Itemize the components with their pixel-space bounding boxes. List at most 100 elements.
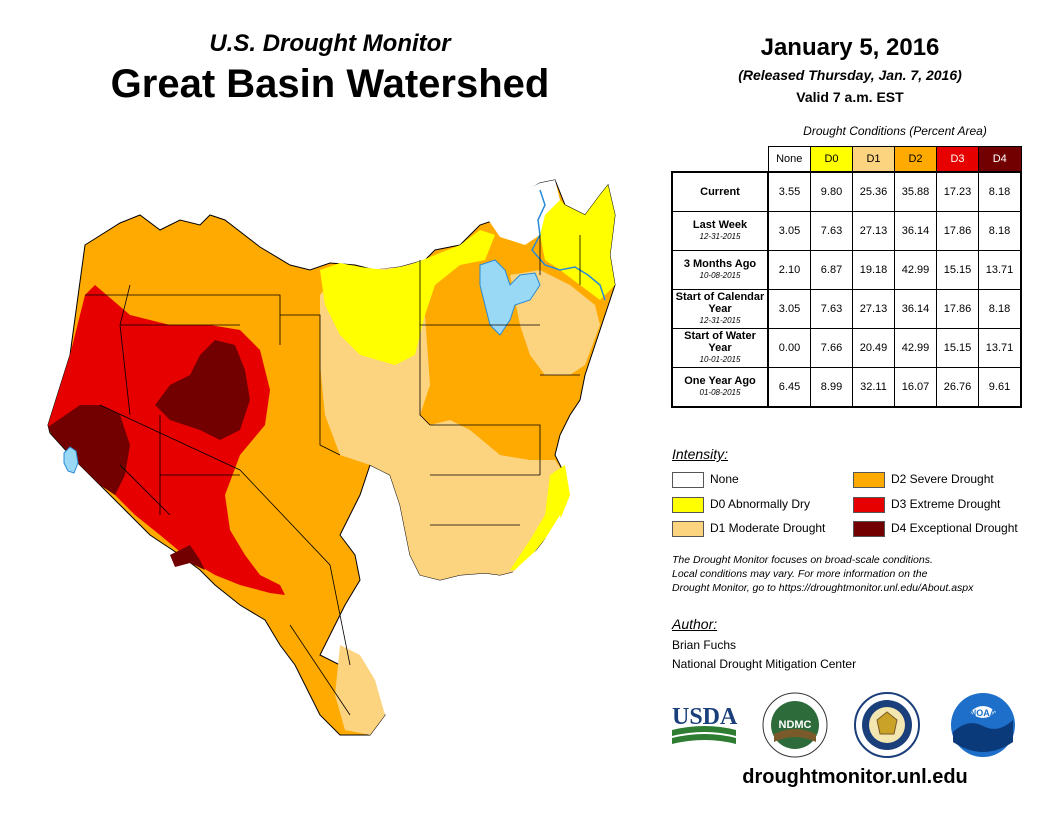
author-organization: National Drought Mitigation Center: [672, 657, 857, 671]
table-cell: 3.05: [767, 289, 811, 329]
table-cell: 35.88: [894, 171, 937, 212]
legend-swatch: [672, 497, 704, 513]
region-none-north: [485, 180, 560, 245]
region-d4-central: [155, 340, 250, 440]
region-d4-west: [48, 405, 130, 495]
legend-label: D4 Exceptional Drought: [891, 521, 1018, 535]
table-cell: 13.71: [978, 328, 1022, 368]
table-row: One Year Ago 01-08-2015 6.45 8.99 32.11 1…: [671, 367, 1022, 408]
table-cell: 27.13: [852, 211, 895, 251]
commerce-seal: [854, 692, 920, 758]
table-cell: 6.45: [767, 367, 811, 408]
legend-label: D3 Extreme Drought: [891, 497, 1001, 511]
note-line: Drought Monitor, go to https://droughtmo…: [672, 582, 974, 594]
release-date: (Released Thursday, Jan. 7, 2016): [738, 67, 962, 83]
table-cell: 8.99: [810, 367, 853, 408]
table-cell: 17.23: [936, 171, 979, 212]
footer-url[interactable]: droughtmonitor.unl.edu: [742, 766, 968, 788]
legend-swatch: [672, 472, 704, 488]
row-date: 01-08-2015: [699, 388, 741, 397]
table-cell: 17.86: [936, 289, 979, 329]
usda-logo-text: USDA: [672, 704, 738, 730]
legend-label: D1 Moderate Drought: [710, 521, 826, 535]
map-title: Great Basin Watershed: [110, 62, 550, 106]
usda-logo: USDA: [672, 704, 738, 744]
author-name: Brian Fuchs: [672, 638, 737, 652]
bear-river: [531, 189, 606, 301]
table-cell: 42.99: [894, 328, 937, 368]
table-cell: 8.18: [978, 211, 1022, 251]
table-cell: 15.15: [936, 250, 979, 290]
lake-tahoe: [63, 446, 79, 474]
legend-label: D0 Abnormally Dry: [710, 497, 811, 511]
col-header-d2: D2: [894, 146, 937, 173]
table-cell: 2.10: [767, 250, 811, 290]
map-subtitle: U.S. Drought Monitor: [209, 30, 451, 57]
valid-time: Valid 7 a.m. EST: [796, 89, 904, 105]
table-cell: 8.18: [978, 289, 1022, 329]
table-row: Start of Water Year 10-01-2015 0.00 7.66 …: [671, 328, 1022, 368]
legend-heading: Intensity:: [672, 446, 729, 462]
row-label: 3 Months Ago: [683, 258, 757, 270]
table-cell: 20.49: [852, 328, 895, 368]
disclaimer-note: The Drought Monitor focuses on broad-sca…: [672, 553, 1042, 595]
table-cell: 42.99: [894, 250, 937, 290]
table-cell: 0.00: [767, 328, 811, 368]
table-cell: 3.55: [767, 171, 811, 212]
region-d1-south: [335, 645, 385, 735]
table-cell: 7.66: [810, 328, 853, 368]
region-d0-northeast: [540, 185, 615, 300]
great-salt-lake: [479, 259, 541, 336]
ndmc-logo: NDMC: [762, 692, 828, 758]
table-cell: 9.61: [978, 367, 1022, 408]
region-d0-southeast: [510, 465, 570, 570]
legend-label: D2 Severe Drought: [891, 472, 994, 486]
table-cell: 19.18: [852, 250, 895, 290]
table-cell: 36.14: [894, 211, 937, 251]
legend-swatch: [853, 472, 885, 488]
table-cell: 7.63: [810, 211, 853, 251]
legend-swatch: [672, 521, 704, 537]
author-heading: Author:: [672, 616, 718, 632]
drought-map: [47, 179, 616, 736]
legend-swatch: [853, 521, 885, 537]
table-cell: 32.11: [852, 367, 895, 408]
table-cell: 17.86: [936, 211, 979, 251]
noaa-logo: NOAA: [951, 693, 1015, 757]
legend-label: None: [710, 472, 739, 486]
col-header-d3: D3: [936, 146, 979, 173]
region-d4-south: [170, 545, 205, 570]
table-cell: 15.15: [936, 328, 979, 368]
col-header-d1: D1: [852, 146, 895, 173]
table-row: Last Week 12-31-2015 3.05 7.63 27.13 36.1…: [671, 211, 1022, 251]
table-cell: 9.80: [810, 171, 853, 212]
table-caption: Drought Conditions (Percent Area): [803, 124, 987, 138]
row-date: 12-31-2015: [699, 232, 741, 241]
table-cell: 36.14: [894, 289, 937, 329]
table-row: Start of Calendar Year 12-31-2015 3.05 7.…: [671, 289, 1022, 329]
table-cell: 16.07: [894, 367, 937, 408]
table-cell: 27.13: [852, 289, 895, 329]
row-label: Start of Water Year: [684, 330, 756, 354]
table-cell: 26.76: [936, 367, 979, 408]
row-label: One Year Ago: [684, 375, 756, 387]
note-line: Local conditions may vary. For more info…: [672, 568, 928, 580]
col-header-none: None: [767, 146, 811, 173]
table-cell: 7.63: [810, 289, 853, 329]
table-corner: [672, 146, 769, 173]
ndmc-logo-text: NDMC: [779, 719, 812, 731]
row-label: Current: [700, 186, 740, 198]
col-header-d4: D4: [978, 146, 1022, 173]
row-label: Last Week: [692, 219, 748, 231]
note-line: The Drought Monitor focuses on broad-sca…: [672, 554, 933, 566]
legend-swatch: [853, 497, 885, 513]
row-label: Start of Calendar Year: [675, 291, 765, 315]
noaa-logo-text: NOAA: [970, 708, 997, 718]
drought-conditions-table: None D0 D1 D2 D3 D4 Current 3.55 9.80 25…: [671, 146, 1022, 408]
table-cell: 6.87: [810, 250, 853, 290]
table-cell: 8.18: [978, 171, 1022, 212]
table-row: Current 3.55 9.80 25.36 35.88 17.23 8.18: [671, 171, 1022, 212]
row-date: 12-31-2015: [699, 316, 741, 325]
boundary-lines: [85, 235, 581, 716]
region-none-southeast: [510, 515, 565, 575]
